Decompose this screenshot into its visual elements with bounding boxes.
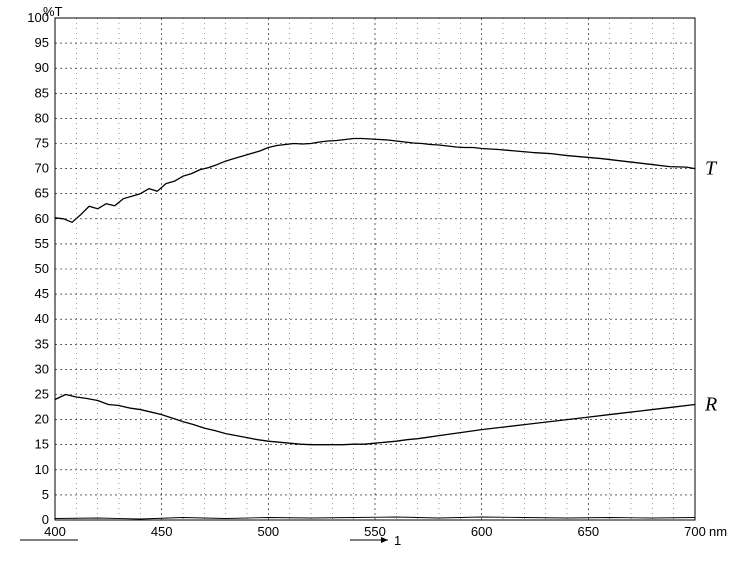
svg-text:95: 95: [35, 35, 49, 50]
svg-text:400: 400: [44, 524, 66, 539]
svg-text:90: 90: [35, 60, 49, 75]
svg-text:600: 600: [471, 524, 493, 539]
svg-text:650: 650: [577, 524, 599, 539]
svg-text:5: 5: [42, 487, 49, 502]
svg-text:80: 80: [35, 110, 49, 125]
svg-text:40: 40: [35, 311, 49, 326]
svg-text:60: 60: [35, 211, 49, 226]
svg-text:55: 55: [35, 236, 49, 251]
svg-text:45: 45: [35, 286, 49, 301]
svg-text:450: 450: [151, 524, 173, 539]
chart-svg: 0510152025303540455055606570758085909510…: [0, 0, 730, 565]
svg-text:35: 35: [35, 336, 49, 351]
svg-text:700: 700: [684, 524, 706, 539]
svg-text:10: 10: [35, 462, 49, 477]
svg-text:500: 500: [257, 524, 279, 539]
series-label-R: R: [704, 394, 717, 416]
svg-text:30: 30: [35, 361, 49, 376]
spectral-chart: 0510152025303540455055606570758085909510…: [0, 0, 730, 565]
svg-text:20: 20: [35, 412, 49, 427]
svg-text:50: 50: [35, 261, 49, 276]
svg-text:85: 85: [35, 85, 49, 100]
svg-text:%T: %T: [43, 4, 63, 19]
svg-text:75: 75: [35, 136, 49, 151]
bottom-marker-label: 1: [394, 533, 401, 548]
svg-text:550: 550: [364, 524, 386, 539]
svg-text:nm: nm: [709, 524, 727, 539]
series-label-T: T: [705, 158, 718, 180]
svg-text:70: 70: [35, 161, 49, 176]
svg-text:15: 15: [35, 437, 49, 452]
svg-text:25: 25: [35, 387, 49, 402]
svg-text:65: 65: [35, 186, 49, 201]
